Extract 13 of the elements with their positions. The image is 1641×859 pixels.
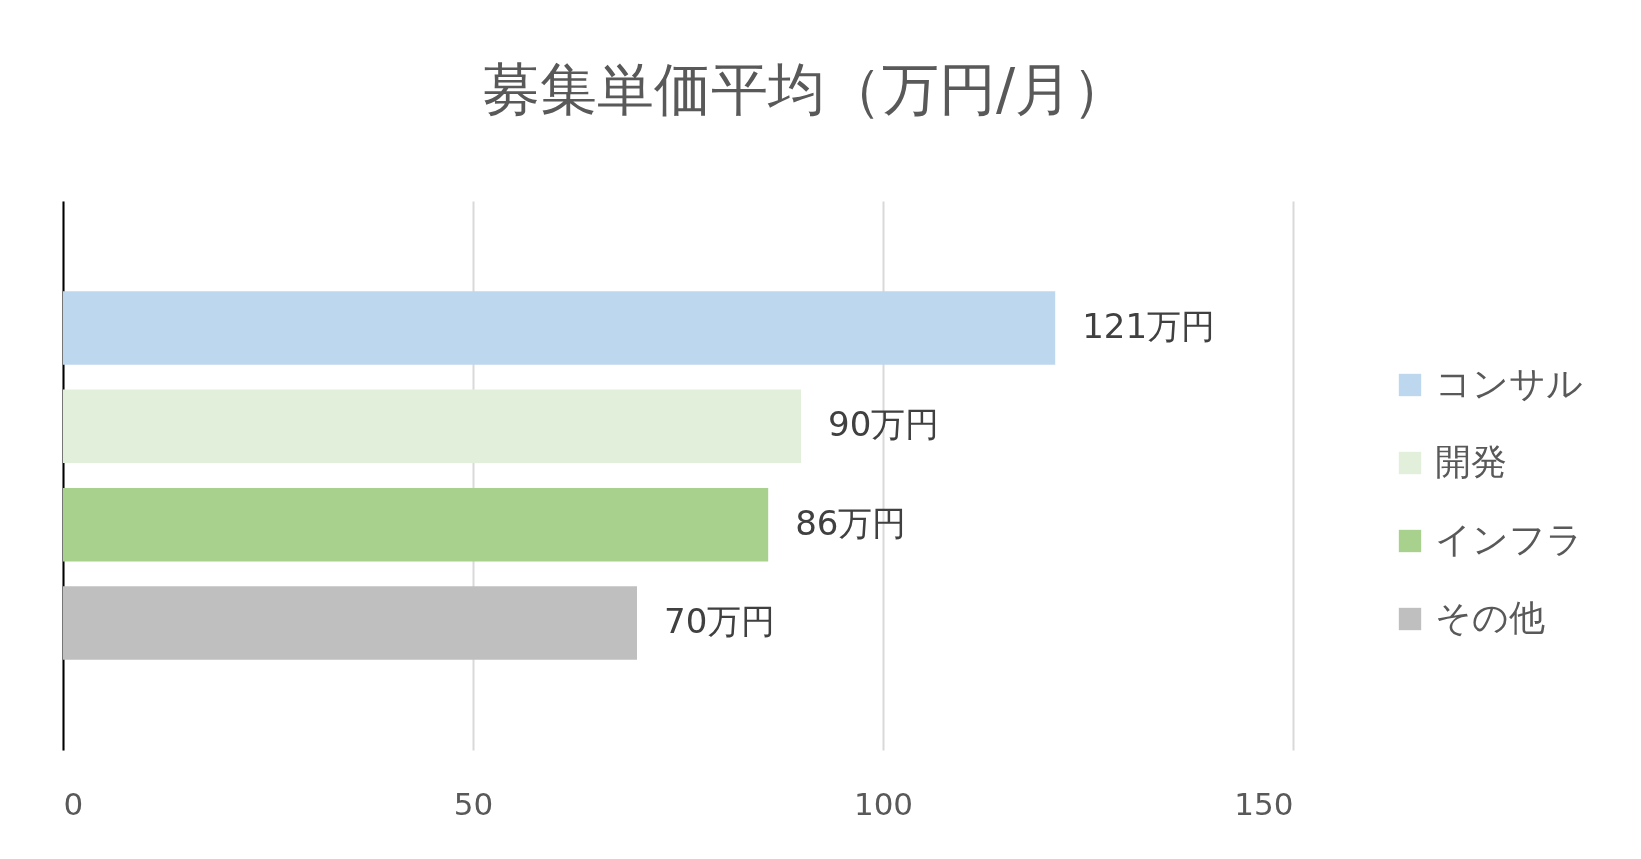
x-tick-label: 50	[453, 785, 494, 822]
data-label: 70万円	[664, 601, 776, 642]
data-label: 121万円	[1082, 305, 1216, 346]
x-tick-label: 150	[1234, 785, 1294, 822]
x-tick-label: 100	[853, 785, 914, 822]
x-tick-label: 0	[63, 785, 84, 822]
legend-label: インフラ	[1435, 519, 1583, 560]
data-label: 86万円	[795, 502, 907, 543]
data-label: 90万円	[828, 404, 940, 445]
legend-label: その他	[1435, 597, 1545, 638]
legend-label: 開発	[1435, 441, 1507, 482]
chart-title: 募集単価平均（万円/月）	[482, 56, 1130, 122]
legend-label: コンサル	[1435, 363, 1583, 404]
